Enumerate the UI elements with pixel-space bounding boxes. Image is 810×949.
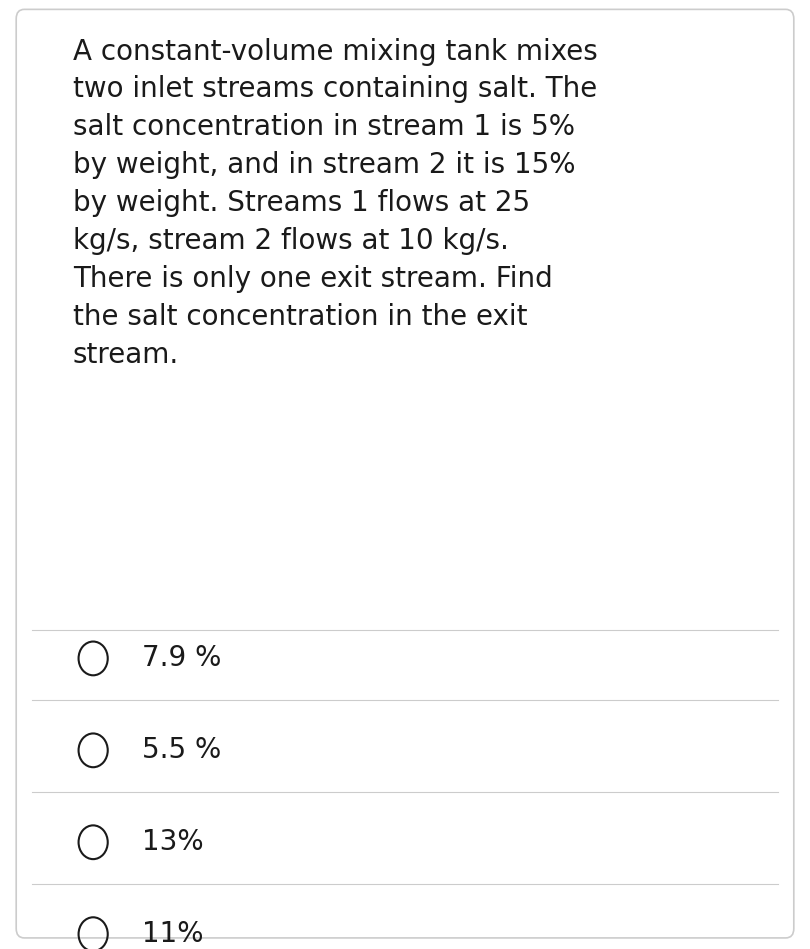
Text: 5.5 %: 5.5 % <box>142 736 221 764</box>
FancyBboxPatch shape <box>16 9 794 938</box>
Text: 7.9 %: 7.9 % <box>142 644 221 673</box>
Text: 11%: 11% <box>142 921 203 948</box>
Text: 13%: 13% <box>142 828 203 856</box>
Text: A constant-volume mixing tank mixes
two inlet streams containing salt. The
salt : A constant-volume mixing tank mixes two … <box>73 38 598 369</box>
